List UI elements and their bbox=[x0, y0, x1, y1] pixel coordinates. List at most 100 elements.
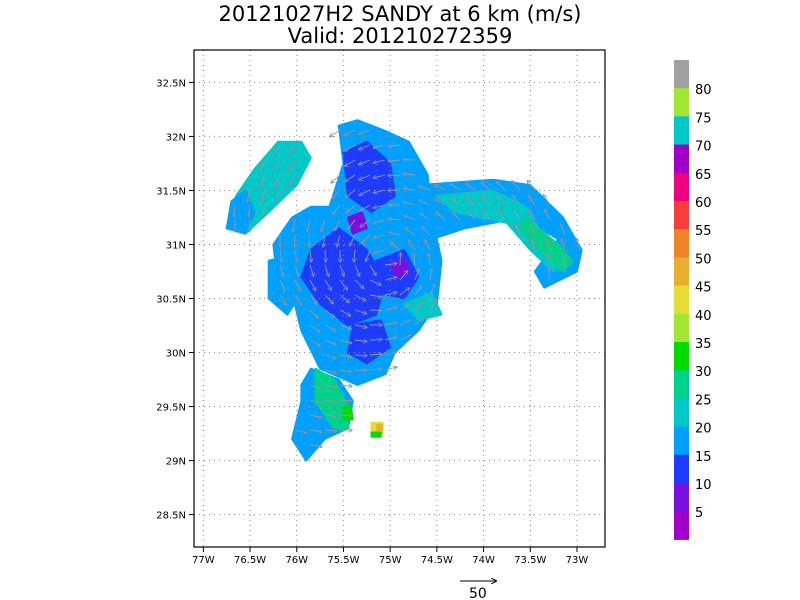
wind-vector bbox=[347, 219, 356, 229]
wind-vector bbox=[549, 268, 551, 281]
wind-vector bbox=[369, 354, 382, 355]
wind-vector bbox=[544, 195, 551, 206]
wind-vector bbox=[373, 159, 386, 163]
wind-vector bbox=[369, 295, 382, 297]
wind-vector bbox=[384, 352, 397, 356]
wind-vector bbox=[321, 219, 326, 231]
wind-vector bbox=[339, 400, 352, 401]
lat-tick-label: 31.5N bbox=[156, 186, 186, 197]
wind-vector bbox=[497, 196, 506, 206]
wind-vector bbox=[309, 279, 316, 291]
wind-vector bbox=[337, 234, 341, 247]
wind-vector bbox=[263, 204, 265, 217]
wind-vector bbox=[345, 159, 356, 166]
wind-speed-region bbox=[376, 423, 383, 432]
lon-tick-label: 73.5W bbox=[514, 555, 546, 566]
wind-vector bbox=[354, 309, 366, 314]
wind-vector bbox=[354, 294, 366, 301]
lat-tick-label: 29N bbox=[166, 457, 186, 468]
wind-speed-region bbox=[267, 254, 303, 316]
lat-tick-label: 28.5N bbox=[156, 511, 186, 522]
colorbar-label: 35 bbox=[695, 337, 712, 352]
wind-vector bbox=[324, 430, 337, 431]
wind-vector bbox=[420, 213, 431, 221]
wind-vector bbox=[309, 339, 320, 346]
wind-vector bbox=[369, 369, 382, 370]
wind-vector bbox=[430, 268, 432, 281]
wind-vector bbox=[528, 195, 536, 206]
wind-vector bbox=[261, 174, 266, 186]
wind-vector bbox=[249, 219, 250, 232]
wind-vector bbox=[339, 370, 352, 372]
colorbar-segment bbox=[674, 285, 689, 315]
wind-vector bbox=[512, 181, 521, 191]
wind-vector bbox=[384, 307, 397, 311]
wind-vector bbox=[346, 189, 356, 197]
colorbar: 5 10 15 20 25 30 35 40 45 50 55 60 65 70 75 80 bbox=[674, 60, 712, 540]
wind-vector bbox=[324, 324, 336, 331]
wind-vector bbox=[399, 271, 408, 281]
wind-vector bbox=[399, 288, 410, 296]
wind-vector bbox=[275, 174, 281, 186]
wind-vector bbox=[354, 340, 367, 342]
colorbar-label: 30 bbox=[695, 365, 712, 380]
wind-speed-region bbox=[519, 216, 574, 273]
wind-vector bbox=[288, 159, 296, 170]
wind-vector bbox=[419, 186, 431, 191]
wind-vector bbox=[234, 204, 235, 217]
wind-vector bbox=[450, 184, 461, 191]
wind-vector bbox=[345, 144, 356, 151]
wind-vector bbox=[497, 182, 506, 191]
wind-vector bbox=[324, 354, 336, 359]
wind-vector bbox=[331, 174, 341, 183]
wind-vector bbox=[309, 430, 322, 432]
wind-vector bbox=[562, 253, 566, 266]
wind-vector bbox=[354, 355, 367, 356]
lon-tick-label: 74.5W bbox=[421, 555, 453, 566]
wind-vector bbox=[384, 292, 397, 296]
wind-vector bbox=[309, 264, 314, 277]
wind-vector bbox=[384, 263, 397, 265]
wind-vector bbox=[262, 189, 266, 202]
wind-vector bbox=[309, 324, 320, 332]
wind-vector bbox=[280, 249, 282, 262]
wind-vector bbox=[408, 240, 416, 251]
wind-vector bbox=[404, 216, 416, 221]
wind-vector bbox=[561, 224, 566, 236]
wind-vector bbox=[279, 279, 285, 291]
colorbar-label: 20 bbox=[695, 422, 712, 437]
wind-vector bbox=[294, 264, 299, 277]
colorbar-label: 65 bbox=[695, 168, 712, 183]
wind-vector bbox=[339, 415, 352, 416]
wind-vector bbox=[260, 159, 266, 171]
wind-vector bbox=[339, 279, 347, 290]
wind-vector bbox=[324, 264, 329, 276]
wind-vector bbox=[339, 385, 352, 386]
wind-vector bbox=[546, 239, 551, 251]
wind-vector bbox=[350, 234, 356, 246]
wind-vector bbox=[466, 183, 476, 191]
wind-vector bbox=[513, 195, 521, 206]
colorbar-label: 80 bbox=[695, 83, 712, 98]
lon-tick-label: 73W bbox=[566, 555, 589, 566]
wind-speed-field bbox=[225, 119, 583, 462]
wind-vector bbox=[359, 144, 371, 149]
colorbar-label: 55 bbox=[695, 224, 712, 239]
lon-tick-label: 77W bbox=[192, 555, 215, 566]
wind-vector bbox=[345, 174, 356, 182]
wind-vector bbox=[339, 294, 349, 303]
wind-vector bbox=[274, 159, 281, 170]
wind-speed-region bbox=[403, 292, 443, 322]
wind-vector bbox=[399, 304, 410, 311]
wind-vector bbox=[369, 310, 382, 311]
colorbar-segment bbox=[674, 370, 689, 399]
wind-vector bbox=[354, 325, 367, 327]
wind-vector bbox=[307, 219, 311, 232]
wind-vector bbox=[405, 228, 416, 236]
wind-vector bbox=[530, 224, 536, 236]
wind-vector bbox=[388, 160, 401, 161]
wind-vector bbox=[309, 415, 322, 418]
wind-vector bbox=[369, 339, 382, 340]
lon-tick-label: 76W bbox=[285, 555, 308, 566]
colorbar-segment bbox=[674, 313, 689, 343]
